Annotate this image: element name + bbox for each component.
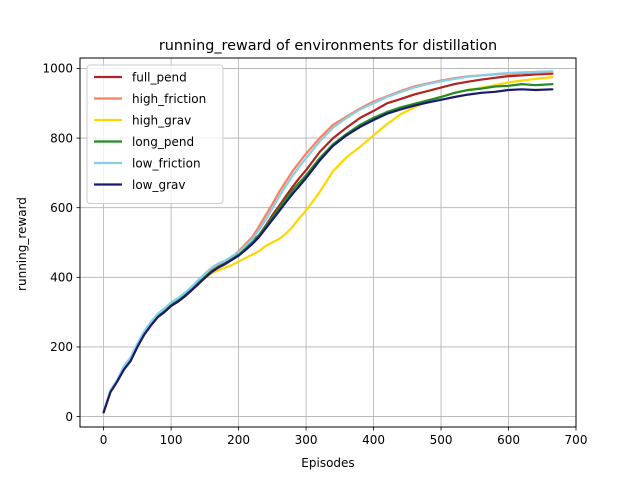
legend-box — [86, 64, 224, 204]
plot-series — [102, 70, 554, 414]
axis-ticks: 0 100 200 300 400 500 600 700 0 200 400 600 800 1000 — [42, 62, 587, 447]
x-tick-label: 300 — [295, 433, 318, 447]
grid — [80, 58, 577, 427]
x-tick-label: 700 — [565, 433, 588, 447]
y-tick-label: 600 — [50, 201, 73, 215]
legend-label: high_grav — [132, 113, 191, 127]
y-tick-label: 400 — [50, 271, 73, 285]
x-tick-label: 0 — [100, 433, 108, 447]
x-tick-label: 200 — [227, 433, 250, 447]
series-line-low-friction — [102, 70, 554, 414]
legend-label: full_pend — [132, 70, 187, 84]
x-axis-label: Episodes — [301, 456, 354, 470]
x-tick-label: 100 — [160, 433, 183, 447]
series-line-low-grav — [102, 88, 554, 414]
y-tick-label: 800 — [50, 131, 73, 145]
legend-label: high_friction — [132, 92, 206, 106]
plot-frame — [79, 57, 577, 428]
y-axis-label: running_reward — [15, 197, 29, 291]
legend: full_pend high_friction high_grav long_pend… — [86, 64, 224, 204]
x-tick-label: 400 — [362, 433, 385, 447]
legend-label: low_grav — [132, 178, 186, 192]
legend-label: low_friction — [132, 156, 201, 170]
y-tick-label: 0 — [65, 410, 73, 424]
chart-title: running_reward of environments for disti… — [159, 38, 497, 54]
legend-label: long_pend — [132, 135, 194, 149]
x-tick-label: 600 — [497, 433, 520, 447]
x-tick-label: 500 — [430, 433, 453, 447]
y-tick-label: 1000 — [42, 62, 73, 76]
y-tick-label: 200 — [50, 340, 73, 354]
